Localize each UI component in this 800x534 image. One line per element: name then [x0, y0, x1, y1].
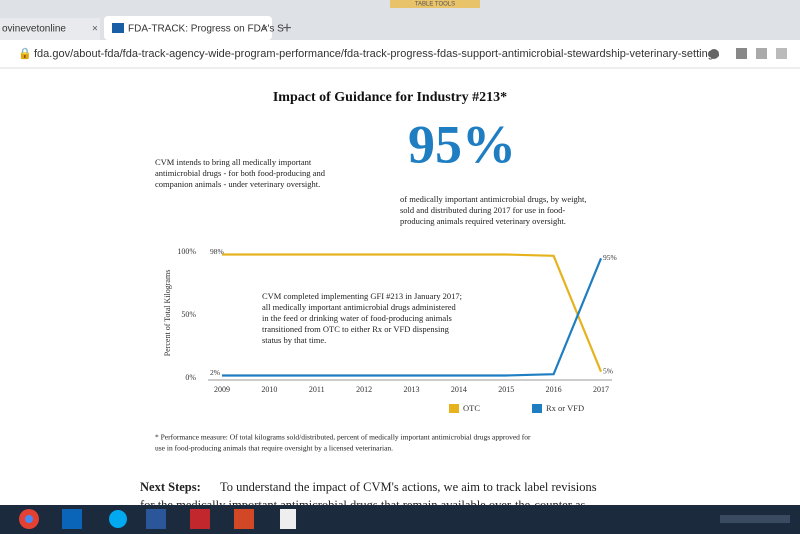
favicon: [112, 23, 124, 33]
x-tick-label: 2015: [498, 385, 514, 394]
series-line: [222, 253, 603, 373]
x-tick-label: 2009: [214, 385, 230, 394]
annotation: all medically important antimicrobial dr…: [262, 302, 457, 312]
big-stat: 95%: [408, 114, 516, 174]
taskbar: [0, 505, 800, 534]
intro: antimicrobial drugs - for both food-prod…: [155, 168, 326, 178]
x-tick-label: 2010: [261, 385, 277, 394]
x-tick-label: 2017: [593, 385, 609, 394]
value-label: 2%: [210, 368, 220, 377]
stat-text: of medically important antimicrobial dru…: [400, 194, 587, 204]
annotation: transitioned from OTC to either Rx or VF…: [262, 324, 450, 334]
url[interactable]: fda.gov/about-fda/fda-track-agency-wide-…: [34, 48, 720, 60]
skype-icon[interactable]: [109, 510, 127, 528]
powerpoint-icon[interactable]: [234, 509, 254, 529]
file-icon[interactable]: [280, 509, 296, 529]
stat-text: sold and distributed during 2017 for use…: [400, 205, 565, 215]
y-axis-label: Percent of Total Kilograms: [163, 270, 172, 357]
footnote: * Performance measure: Of total kilogram…: [155, 433, 531, 442]
page-title: Impact of Guidance for Industry #213*: [273, 90, 507, 105]
ribbon-bg: [390, 0, 480, 8]
ext-icon[interactable]: [756, 48, 767, 59]
intro: CVM intends to bring all medically impor…: [155, 157, 312, 167]
legend-swatch: [449, 404, 459, 413]
acrobat-icon[interactable]: [190, 509, 210, 529]
x-tick-label: 2012: [356, 385, 372, 394]
stat-text: producing animals required veterinary ov…: [400, 216, 566, 226]
legend-swatch: [532, 404, 542, 413]
series-line: [222, 257, 603, 377]
chrome-icon-center: [25, 515, 33, 523]
tab-title: FDA-TRACK: Progress on FDA's S: [128, 24, 284, 35]
tab-close[interactable]: ×: [262, 24, 268, 35]
lock-icon: 🔒: [18, 47, 32, 60]
annotation: in the feed or drinking water of food-pr…: [262, 313, 452, 323]
footnote: use in food-producing animals that requi…: [155, 444, 393, 453]
outlook-icon[interactable]: [62, 509, 82, 529]
legend-label: Rx or VFD: [546, 403, 584, 413]
legend-label: OTC: [463, 403, 480, 413]
next-steps-label: Next Steps:: [140, 480, 201, 494]
tab-title: ovinevetonline: [2, 24, 66, 35]
toolbar: [0, 40, 800, 68]
ribbon-label: TABLE TOOLS: [415, 2, 455, 8]
next-steps: To understand the impact of CVM's action…: [220, 480, 597, 494]
value-label: 95%: [603, 253, 617, 262]
y-tick-label: 100%: [177, 247, 196, 256]
value-label: 5%: [603, 366, 613, 375]
annotation: status by that time.: [262, 335, 326, 345]
y-tick-label: 0%: [185, 373, 196, 382]
new-tab[interactable]: +: [282, 20, 291, 37]
tray: [720, 515, 790, 523]
x-tick-label: 2011: [309, 385, 325, 394]
ext-icon[interactable]: [736, 48, 747, 59]
x-tick-label: 2016: [546, 385, 562, 394]
annotation: CVM completed implementing GFI #213 in J…: [262, 291, 462, 301]
y-tick-label: 50%: [181, 310, 196, 319]
word-icon[interactable]: [146, 509, 166, 529]
tab-close[interactable]: ×: [92, 24, 98, 35]
ext-icon[interactable]: [776, 48, 787, 59]
value-label: 98%: [210, 247, 224, 256]
ext-icon[interactable]: [709, 49, 719, 59]
tab-active[interactable]: [104, 16, 272, 40]
chart: Percent of Total Kilograms CVM completed…: [163, 247, 617, 413]
tab[interactable]: [0, 18, 100, 40]
x-tick-label: 2013: [404, 385, 420, 394]
x-tick-label: 2014: [451, 385, 467, 394]
intro: companion animals - under veterinary ove…: [155, 179, 320, 189]
